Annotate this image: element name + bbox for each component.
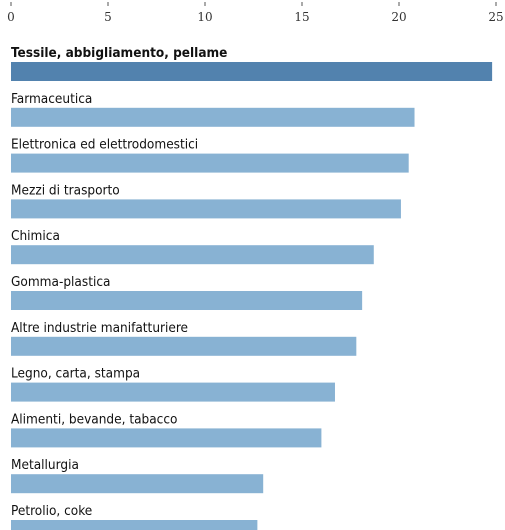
category-label: Altre industrie manifatturiere bbox=[11, 320, 188, 336]
bar bbox=[11, 428, 322, 448]
category-label: Petrolio, coke bbox=[11, 503, 92, 519]
bar bbox=[11, 336, 357, 356]
bar bbox=[11, 62, 493, 81]
x-tick-label: 20 bbox=[391, 10, 406, 24]
bar bbox=[11, 107, 415, 127]
bar bbox=[11, 153, 409, 173]
category-label: Metallurgia bbox=[11, 457, 79, 473]
x-tick-label: 0 bbox=[7, 10, 15, 24]
category-label: Mezzi di trasporto bbox=[11, 182, 120, 198]
category-label: Elettronica ed elettrodomestici bbox=[11, 137, 198, 153]
bar bbox=[11, 474, 264, 494]
category-label: Chimica bbox=[11, 228, 60, 244]
bar bbox=[11, 520, 258, 530]
category-label: Farmaceutica bbox=[11, 91, 92, 107]
bar bbox=[11, 245, 374, 265]
x-tick-label: 5 bbox=[104, 10, 112, 24]
category-label: Alimenti, bevande, tabacco bbox=[11, 411, 177, 427]
bar bbox=[11, 199, 401, 219]
category-label: Gomma-plastica bbox=[11, 274, 110, 290]
x-tick-label: 25 bbox=[488, 10, 503, 24]
category-label: Legno, carta, stampa bbox=[11, 366, 140, 382]
x-tick-label: 10 bbox=[197, 10, 212, 24]
x-tick-label: 15 bbox=[294, 10, 309, 24]
category-label: Tessile, abbigliamento, pellame bbox=[11, 45, 227, 61]
bar bbox=[11, 291, 363, 310]
bar bbox=[11, 382, 335, 402]
